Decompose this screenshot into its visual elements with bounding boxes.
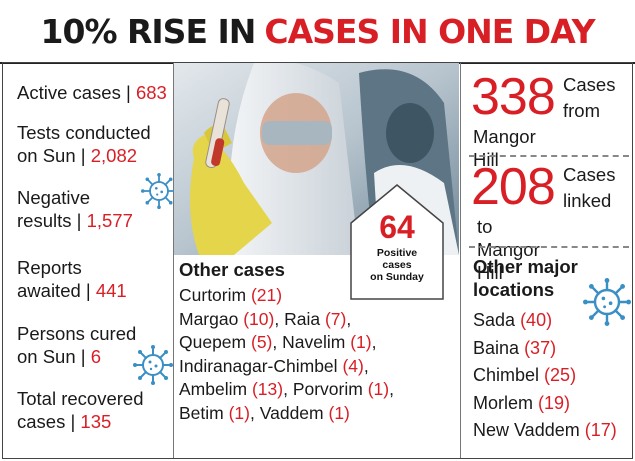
stat-label: Total recovered (17, 388, 144, 409)
list-item: Quepem (5), Navelim (1), (179, 332, 377, 352)
location-count: (19) (538, 392, 571, 413)
stat-label: Negative (17, 187, 91, 208)
heading-line: Other major (473, 256, 578, 277)
list-item: Betim (1), Vaddem (1) (179, 402, 350, 423)
location-name: Sada (473, 310, 516, 330)
mangor-cases-number: 338 (471, 68, 556, 126)
positive-cases-number: 64 (379, 209, 415, 245)
positive-cases-callout: 64 Positive cases on Sunday (349, 183, 445, 301)
stat-label: awaited | (17, 280, 91, 301)
location-count: (17) (584, 420, 617, 440)
positive-label-line: on Sunday (370, 271, 424, 283)
stat-label: Reports (17, 257, 82, 278)
positive-cases-label: Positive cases on Sunday (349, 247, 445, 283)
mangor-cases-label: from (563, 100, 600, 121)
stat-value: 2,082 (90, 145, 138, 166)
stat-tests-conducted: Tests conducted on Sun | 2,082 (17, 121, 151, 167)
location-name: Vaddem (259, 402, 324, 423)
stats-column: Active cases | 683 Tests conducted on Su… (3, 63, 177, 458)
stat-active-cases: Active cases | 683 (17, 81, 167, 104)
location-name: Morlem (473, 392, 534, 413)
stat-reports-awaited: Reports awaited | 441 (17, 256, 127, 302)
stat-negative-results: Negative results | 1,577 (17, 186, 133, 232)
mangor-linked-label: linked (563, 190, 612, 211)
list-item: Margao (10), Raia (7), (179, 308, 352, 329)
stat-label: on Sun | (17, 145, 86, 166)
positive-label-line: Positive (376, 247, 418, 259)
location-name: Navelim (282, 332, 346, 352)
stat-label: on Sun | (17, 346, 86, 367)
stat-label: Active cases | (17, 82, 131, 103)
major-locations: Other major locations Sada (40) Baina (3… (473, 255, 628, 445)
list-item: Ambelim (13), Porvorim (1), (179, 379, 394, 399)
headline: 10% RISE IN CASES IN ONE DAY (0, 0, 635, 64)
location-name: Baina (473, 337, 520, 358)
mangor-linked-label: Cases (563, 164, 616, 185)
heading-line: locations (473, 279, 555, 300)
location-name: Betim (179, 402, 224, 423)
divider (469, 155, 629, 157)
location-count: (7) (324, 308, 347, 329)
location-count: (5) (251, 332, 273, 352)
divider (469, 246, 629, 248)
mangor-hill-column: 338 Cases from Mangor Hill 208 Cases lin… (460, 63, 633, 458)
list-item: Baina (37) (473, 335, 628, 363)
list-item: Sada (40) (473, 307, 628, 335)
stat-label: Tests conducted (17, 122, 151, 143)
location-name: Raia (284, 308, 321, 329)
location-name: Ambelim (179, 379, 248, 399)
list-item: Curtorim (21) (179, 284, 457, 308)
stat-value: 683 (135, 82, 167, 103)
positive-label-line: cases (382, 259, 412, 271)
location-count: (37) (524, 337, 557, 358)
stat-value: 1,577 (86, 210, 133, 231)
location-count: (1) (228, 402, 250, 423)
stat-label: cases | (17, 411, 76, 432)
stat-label: results | (17, 210, 82, 231)
location-count: (25) (544, 365, 577, 385)
headline-part1: 10% RISE IN (40, 11, 257, 51)
list-item: Chimbel (25) (473, 362, 628, 390)
location-count: (1) (328, 402, 350, 423)
location-count: (21) (250, 285, 283, 305)
list-item: New Vaddem (17) (473, 417, 628, 445)
location-name: Porvorim (292, 379, 363, 399)
location-count: (1) (367, 379, 390, 399)
location-name: Quepem (179, 332, 247, 352)
location-name: Indiranagar-Chimbel (179, 355, 338, 376)
stat-value: 6 (90, 346, 102, 367)
major-locations-heading: Other major locations (473, 255, 628, 301)
coronavirus-icon (583, 278, 631, 326)
location-name: Margao (179, 308, 239, 329)
location-count: (1) (350, 332, 372, 352)
stat-value: 135 (80, 411, 112, 432)
headline-part2: CASES IN ONE DAY (264, 11, 595, 51)
location-name: Curtorim (179, 285, 247, 305)
coronavirus-icon (141, 173, 177, 209)
location-name: Chimbel (473, 365, 540, 385)
list-item: Morlem (19) (473, 390, 628, 418)
stat-persons-cured: Persons cured on Sun | 6 (17, 322, 136, 368)
coronavirus-icon (133, 345, 173, 385)
other-cases-heading: Other cases (179, 259, 285, 280)
stat-value: 441 (95, 280, 127, 301)
stat-total-recovered: Total recovered cases | 135 (17, 387, 143, 433)
mangor-linked-label: to Mangor Hill (477, 216, 540, 283)
other-cases: Other cases Curtorim (21) Margao (10), R… (179, 259, 457, 425)
location-count: (40) (520, 310, 553, 330)
list-item: Indiranagar-Chimbel (4), (179, 355, 369, 376)
mangor-cases-label: Cases (563, 74, 616, 95)
location-count: (4) (342, 355, 364, 376)
infographic-frame: Active cases | 683 Tests conducted on Su… (2, 62, 633, 459)
location-name: New Vaddem (473, 420, 580, 440)
location-count: (13) (251, 379, 284, 399)
mangor-cases-label: Mangor Hill (473, 126, 536, 170)
mangor-linked-number: 208 (471, 158, 556, 216)
stat-label: Persons cured (17, 323, 137, 344)
location-count: (10) (243, 308, 275, 329)
